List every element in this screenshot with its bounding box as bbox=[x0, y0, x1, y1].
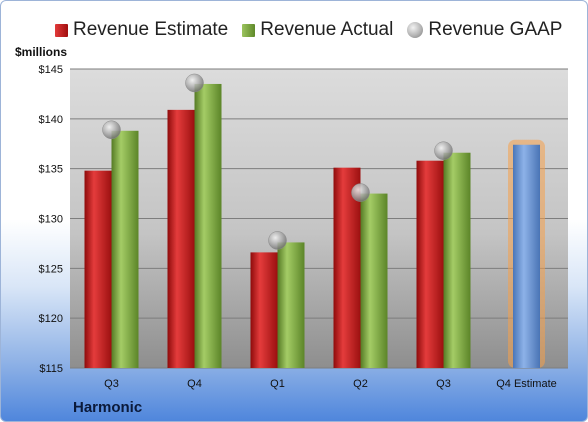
bar-revenue-actual bbox=[360, 193, 388, 368]
y-tick-label: $135 bbox=[39, 164, 63, 176]
legend-label-revenue-actual: Revenue Actual bbox=[260, 19, 394, 40]
marker-revenue-gaap bbox=[434, 141, 453, 160]
legend-swatch-revenue-estimate bbox=[55, 23, 68, 37]
marker-revenue-gaap bbox=[102, 120, 121, 140]
marker-revenue-gaap bbox=[351, 183, 370, 202]
legend-label-revenue-estimate: Revenue Estimate bbox=[73, 19, 229, 40]
x-tick-label: Q3 bbox=[104, 378, 119, 390]
bar-revenue-actual bbox=[194, 83, 222, 368]
bar-revenue-estimate bbox=[167, 109, 195, 368]
bar-revenue-estimate bbox=[416, 160, 444, 368]
y-tick-label: $130 bbox=[39, 214, 63, 226]
x-tick-label: Q4 Estimate bbox=[496, 378, 557, 390]
y-axis-unit-label: $millions bbox=[15, 45, 68, 59]
y-tick-label: $140 bbox=[39, 114, 63, 126]
bar-revenue-estimate bbox=[333, 167, 361, 368]
legend: Revenue Estimate Revenue Actual Revenue … bbox=[55, 18, 576, 42]
bar-revenue-actual bbox=[111, 130, 139, 368]
x-tick-label: Q1 bbox=[270, 378, 285, 390]
bar-revenue-estimate bbox=[513, 144, 540, 368]
bar-revenue-actual bbox=[443, 152, 471, 368]
y-tick-label: $145 bbox=[39, 64, 63, 76]
bar-revenue-actual bbox=[277, 242, 305, 368]
legend-item-revenue-actual: Revenue Actual bbox=[242, 19, 393, 41]
y-tick-label: $120 bbox=[39, 313, 63, 325]
marker-revenue-gaap bbox=[185, 73, 204, 93]
x-tick-label: Q4 bbox=[187, 378, 202, 390]
legend-label-revenue-gaap: Revenue GAAP bbox=[428, 19, 563, 40]
y-tick-label: $115 bbox=[39, 363, 63, 375]
legend-swatch-revenue-gaap bbox=[407, 22, 424, 38]
legend-swatch-revenue-actual bbox=[242, 23, 256, 37]
bar-revenue-estimate bbox=[84, 170, 112, 368]
legend-item-revenue-estimate: Revenue Estimate bbox=[55, 19, 228, 41]
bar-revenue-estimate bbox=[250, 252, 278, 368]
y-tick-label: $125 bbox=[39, 263, 63, 275]
marker-revenue-gaap bbox=[268, 231, 287, 250]
x-tick-label: Q2 bbox=[353, 378, 368, 390]
company-name: Harmonic bbox=[73, 399, 143, 416]
legend-item-revenue-gaap: Revenue GAAP bbox=[407, 19, 562, 41]
x-tick-label: Q3 bbox=[436, 378, 451, 390]
